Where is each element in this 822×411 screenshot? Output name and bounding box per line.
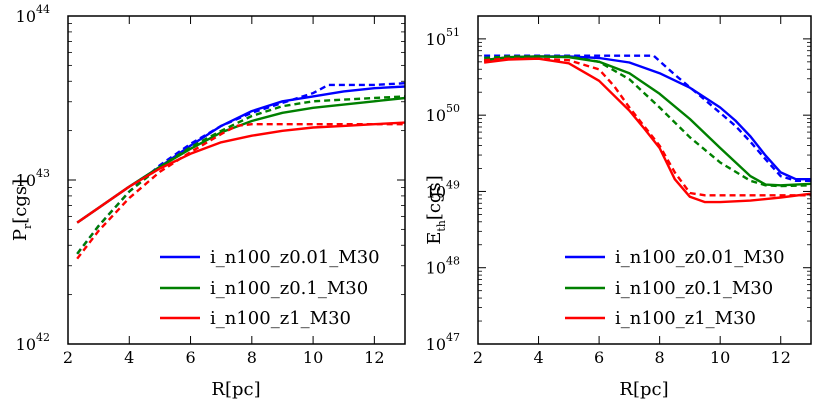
right-series-2-solid-line: [483, 57, 812, 204]
right-plot-lines: [483, 54, 812, 204]
right-xtick-label-3: 8: [655, 348, 665, 367]
right-xtick-label-1: 4: [533, 348, 543, 367]
left-legend-label-0: i_n100_z0.01_M30: [210, 247, 380, 268]
left-legend-label-2: i_n100_z1_M30: [210, 308, 351, 329]
right-xtick-label-0: 2: [473, 348, 483, 367]
right-legend-label-2: i_n100_z1_M30: [615, 308, 756, 329]
left-ytick-label-0: 1042: [16, 331, 50, 354]
left-xtick-label-4: 10: [303, 348, 323, 367]
right-series-0-dashed-line: [484, 54, 811, 183]
left-series-1-dashed-line: [76, 95, 406, 255]
left-series-2-dashed-line: [76, 122, 405, 260]
left-ytick-label-2: 1044: [16, 3, 50, 26]
right-axes-frame: [477, 15, 812, 345]
left-y-axis-label-sub: r: [21, 223, 34, 229]
left-legend-label-1: i_n100_z0.1_M30: [210, 278, 368, 299]
left-legend: i_n100_z0.01_M30 i_n100_z0.1_M30 i_n100_z1…: [160, 247, 380, 329]
right-series-0-solid-line: [483, 55, 811, 181]
left-x-axis-label: R[pc]: [211, 379, 260, 400]
left-y-axis-label-main: P: [10, 229, 31, 241]
left-ticks: 2 4 6 8 10 12 1042 1043 1044: [16, 3, 405, 367]
right-x-axis-label: R[pc]: [619, 379, 668, 400]
left-plot-lines: [76, 82, 406, 260]
right-series-1-dashed-line: [484, 55, 812, 188]
right-ytick-label-2: 1049: [426, 178, 460, 201]
right-legend: i_n100_z0.01_M30 i_n100_z0.1_M30 i_n100_z1…: [565, 247, 785, 329]
left-xtick-label-0: 2: [63, 348, 73, 367]
left-series-2-solid-line: [76, 121, 406, 224]
left-xtick-label-1: 4: [124, 348, 134, 367]
left-xtick-label-5: 12: [364, 348, 384, 367]
right-ytick-label-0: 1047: [426, 331, 460, 354]
right-legend-label-1: i_n100_z0.1_M30: [615, 278, 773, 299]
right-series-2-dashed-line: [484, 57, 811, 197]
right-xtick-label-5: 12: [771, 348, 791, 367]
right-xtick-label-4: 10: [710, 348, 730, 367]
left-panel: 2 4 6 8 10 12 1042 1043 1044 R[pc] Pr[cgs] i_n10…: [10, 3, 406, 400]
right-legend-label-0: i_n100_z0.01_M30: [615, 247, 785, 268]
right-xtick-label-2: 6: [594, 348, 604, 367]
right-ytick-label-3: 1050: [426, 102, 460, 125]
right-y-axis-label: Eth[cgs]: [424, 175, 448, 245]
right-series-1-solid-line: [483, 55, 812, 187]
right-ticks: 2 4 6 8 10 12 1047 1048 1049 1050 1051: [426, 16, 811, 367]
left-series-0-dashed-line: [76, 82, 406, 255]
right-panel: 2 4 6 8 10 12 1047 1048 1049 1050 1051 R[pc] Eth[c…: [424, 15, 812, 400]
left-y-axis-label-unit: [cgs]: [10, 179, 31, 224]
right-ytick-label-4: 1051: [426, 26, 460, 49]
right-y-axis-label-main: E: [424, 232, 445, 245]
right-y-axis-label-sub: th: [435, 220, 448, 232]
right-y-axis-label-unit: [cgs]: [424, 175, 445, 220]
left-xtick-label-2: 6: [185, 348, 195, 367]
left-ytick-label-1: 1043: [16, 167, 50, 190]
left-xtick-label-3: 8: [247, 348, 257, 367]
right-ytick-label-1: 1048: [426, 255, 460, 278]
left-y-axis-label: Pr[cgs]: [10, 179, 34, 241]
